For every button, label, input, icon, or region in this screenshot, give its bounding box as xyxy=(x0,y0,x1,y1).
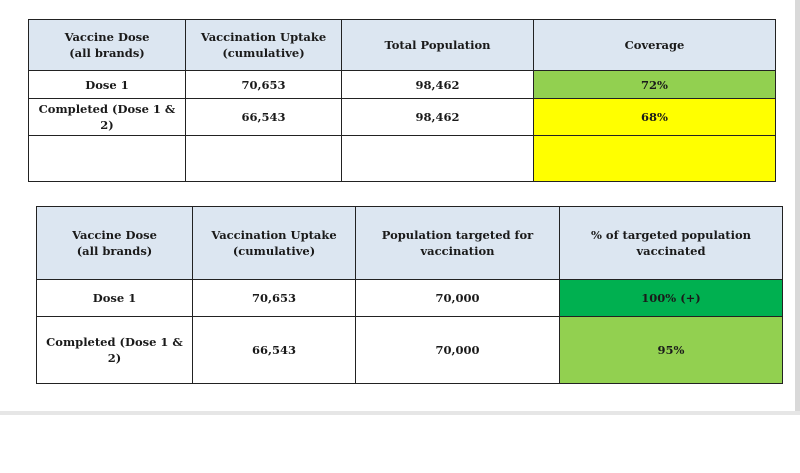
table-header-row: Vaccine Dose (all brands) Vaccination Up… xyxy=(28,19,776,71)
table-row: Dose 1 70,653 70,000 100% (+) xyxy=(36,279,783,317)
cell-population: 98,462 xyxy=(341,70,534,99)
header-vaccination-uptake: Vaccination Uptake (cumulative) xyxy=(185,19,342,71)
cell-coverage xyxy=(533,135,776,182)
cell-population-targeted: 70,000 xyxy=(355,279,560,317)
header-vaccine-dose: Vaccine Dose (all brands) xyxy=(28,19,186,71)
header-vaccine-dose: Vaccine Dose (all brands) xyxy=(36,206,193,280)
cell-dose xyxy=(28,135,186,182)
cell-coverage: 72% xyxy=(533,70,776,99)
cell-uptake: 66,543 xyxy=(185,98,342,136)
cell-dose: Dose 1 xyxy=(36,279,193,317)
cell-dose: Completed (Dose 1 & 2) xyxy=(28,98,186,136)
header-coverage: Coverage xyxy=(533,19,776,71)
cell-dose: Dose 1 xyxy=(28,70,186,99)
table-header-row: Vaccine Dose (all brands) Vaccination Up… xyxy=(36,206,783,280)
cell-uptake: 70,653 xyxy=(192,279,356,317)
cell-uptake: 66,543 xyxy=(192,316,356,384)
table-row: Completed (Dose 1 & 2) 66,543 70,000 95% xyxy=(36,316,783,384)
table-row: Dose 1 70,653 98,462 72% xyxy=(28,70,776,99)
cell-coverage: 68% xyxy=(533,98,776,136)
page-edge-shadow xyxy=(795,0,800,411)
header-percent-vaccinated: % of targeted population vaccinated xyxy=(559,206,783,280)
cell-uptake xyxy=(185,135,342,182)
header-population-targeted: Population targeted for vaccination xyxy=(355,206,560,280)
cell-population-targeted: 70,000 xyxy=(355,316,560,384)
table-row: Completed (Dose 1 & 2) 66,543 98,462 68% xyxy=(28,98,776,136)
cell-population xyxy=(341,135,534,182)
cell-percent-vaccinated: 100% (+) xyxy=(559,279,783,317)
page-bottom-edge xyxy=(0,411,800,415)
coverage-table: Vaccine Dose (all brands) Vaccination Up… xyxy=(28,19,776,182)
document-page: Vaccine Dose (all brands) Vaccination Up… xyxy=(28,19,783,384)
targeted-population-table: Vaccine Dose (all brands) Vaccination Up… xyxy=(36,206,783,384)
table-row-empty xyxy=(28,135,776,182)
cell-dose: Completed (Dose 1 & 2) xyxy=(36,316,193,384)
cell-uptake: 70,653 xyxy=(185,70,342,99)
cell-population: 98,462 xyxy=(341,98,534,136)
header-vaccination-uptake: Vaccination Uptake (cumulative) xyxy=(192,206,356,280)
header-total-population: Total Population xyxy=(341,19,534,71)
cell-percent-vaccinated: 95% xyxy=(559,316,783,384)
